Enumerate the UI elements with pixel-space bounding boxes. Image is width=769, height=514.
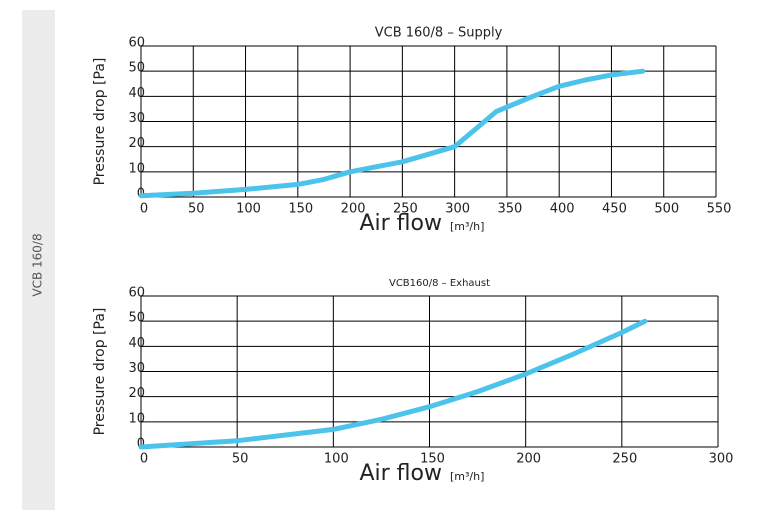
y-tick-label: 30 [128, 111, 145, 126]
x-tick-label: 250 [393, 202, 418, 217]
x-axis-label: Air flow [359, 211, 442, 236]
y-axis-label: Pressure drop [Pa] [92, 58, 108, 186]
data-line [138, 68, 646, 199]
x-axis-unit: [m³/h] [450, 470, 484, 483]
sidebar [22, 10, 55, 510]
x-tick-label: 100 [324, 452, 349, 467]
y-tick-label: 20 [128, 386, 145, 401]
y-axis-label: Pressure drop [Pa] [92, 308, 108, 436]
x-tick-label: 150 [420, 452, 445, 467]
x-tick-label: 50 [232, 452, 249, 467]
y-tick-label: 50 [128, 311, 145, 326]
y-tick-label: 60 [128, 36, 145, 51]
x-tick-label: 200 [341, 202, 366, 217]
y-tick-label: 10 [128, 411, 145, 426]
x-tick-label: 50 [188, 202, 205, 217]
chart-title: VCB160/8 – Exhaust [389, 278, 490, 289]
side-label: VCB 160/8 [31, 233, 45, 296]
x-axis-label: Air flow [359, 461, 442, 486]
x-tick-label: 350 [497, 202, 522, 217]
y-tick-label: 40 [128, 336, 145, 351]
x-axis-unit: [m³/h] [450, 220, 484, 233]
data-line [138, 318, 648, 450]
x-tick-label: 0 [140, 452, 148, 467]
x-tick-label: 500 [654, 202, 679, 217]
x-tick-label: 300 [709, 452, 734, 467]
y-tick-label: 30 [128, 361, 145, 376]
y-tick-label: 60 [128, 286, 145, 301]
x-tick-label: 0 [140, 202, 148, 217]
x-tick-label: 200 [516, 452, 541, 467]
y-tick-label: 40 [128, 86, 145, 101]
x-tick-label: 300 [445, 202, 470, 217]
y-tick-label: 50 [128, 61, 145, 76]
y-tick-label: 10 [128, 161, 145, 176]
y-tick-label: 20 [128, 136, 145, 151]
chart-title: VCB 160/8 – Supply [375, 26, 503, 41]
x-tick-label: 400 [550, 202, 575, 217]
x-tick-label: 450 [602, 202, 627, 217]
x-tick-label: 100 [236, 202, 261, 217]
x-tick-label: 550 [707, 202, 732, 217]
x-tick-label: 150 [288, 202, 313, 217]
x-tick-label: 250 [612, 452, 637, 467]
